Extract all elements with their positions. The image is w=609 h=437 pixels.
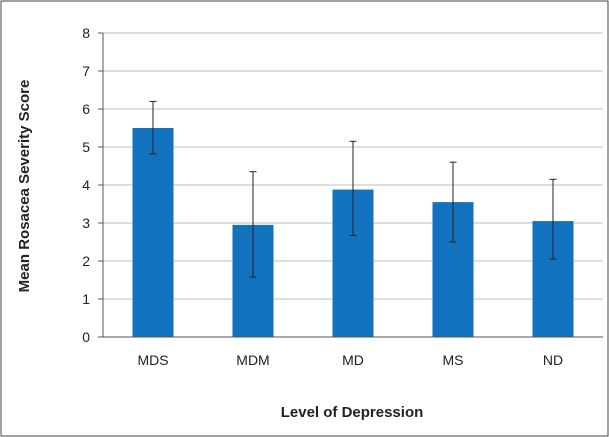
y-tick-label: 2 — [82, 253, 90, 269]
y-tick-label: 6 — [82, 101, 90, 117]
error-bar-mdm — [249, 171, 257, 278]
y-tick-label: 5 — [82, 139, 90, 155]
x-axis-title: Level of Depression — [281, 404, 424, 421]
axes — [98, 32, 603, 338]
bar-mds — [132, 128, 174, 337]
error-bar-nd — [549, 178, 557, 260]
y-tick-label: 4 — [82, 177, 90, 193]
error-bar-ms — [449, 161, 457, 243]
x-tick-label-md: MD — [342, 352, 364, 368]
y-tick-label: 8 — [82, 25, 90, 41]
bars — [132, 128, 574, 337]
y-tick-label: 7 — [82, 63, 90, 79]
x-tick-label-mdm: MDM — [236, 352, 269, 368]
error-bar-mds — [149, 100, 157, 155]
error-bar-md — [349, 140, 357, 237]
x-tick-label-ms: MS — [443, 352, 464, 368]
x-tick-label-mds: MDS — [137, 352, 168, 368]
y-tick-label: 3 — [82, 215, 90, 231]
x-tick-label-nd: ND — [543, 352, 563, 368]
error-bars — [149, 100, 557, 278]
y-tick-label: 1 — [82, 291, 90, 307]
y-tick-labels: 0 1 2 3 4 5 6 7 8 — [82, 25, 90, 345]
x-tick-labels: MDS MDM MD MS ND — [137, 352, 563, 368]
y-tick-label: 0 — [82, 329, 90, 345]
y-axis-title: Mean Rosacea Severity Score — [16, 80, 33, 293]
